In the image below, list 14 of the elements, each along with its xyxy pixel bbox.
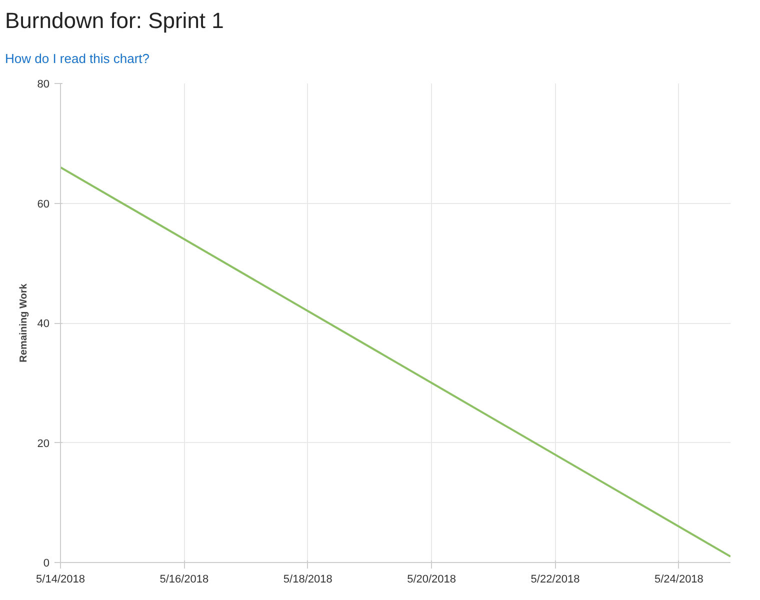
x-tick-label: 5/14/2018 bbox=[36, 573, 85, 586]
y-tick-label: 60 bbox=[37, 198, 50, 210]
x-tick-label: 5/16/2018 bbox=[160, 573, 209, 586]
x-tick-label: 5/22/2018 bbox=[530, 573, 580, 586]
y-tick-label: 40 bbox=[37, 318, 50, 330]
y-tick-label: 20 bbox=[37, 438, 50, 450]
x-tick-label: 5/18/2018 bbox=[283, 573, 332, 586]
y-tick-label: 0 bbox=[43, 557, 50, 570]
y-tick-label: 80 bbox=[37, 78, 50, 90]
y-axis-title: Remaining Work bbox=[18, 283, 30, 362]
x-tick-label: 5/24/2018 bbox=[654, 573, 704, 586]
chart-title: Burndown for: Sprint 1 bbox=[5, 7, 224, 35]
text: How do I read this chart? bbox=[5, 50, 150, 68]
x-tick-label: 5/20/2018 bbox=[407, 573, 456, 586]
